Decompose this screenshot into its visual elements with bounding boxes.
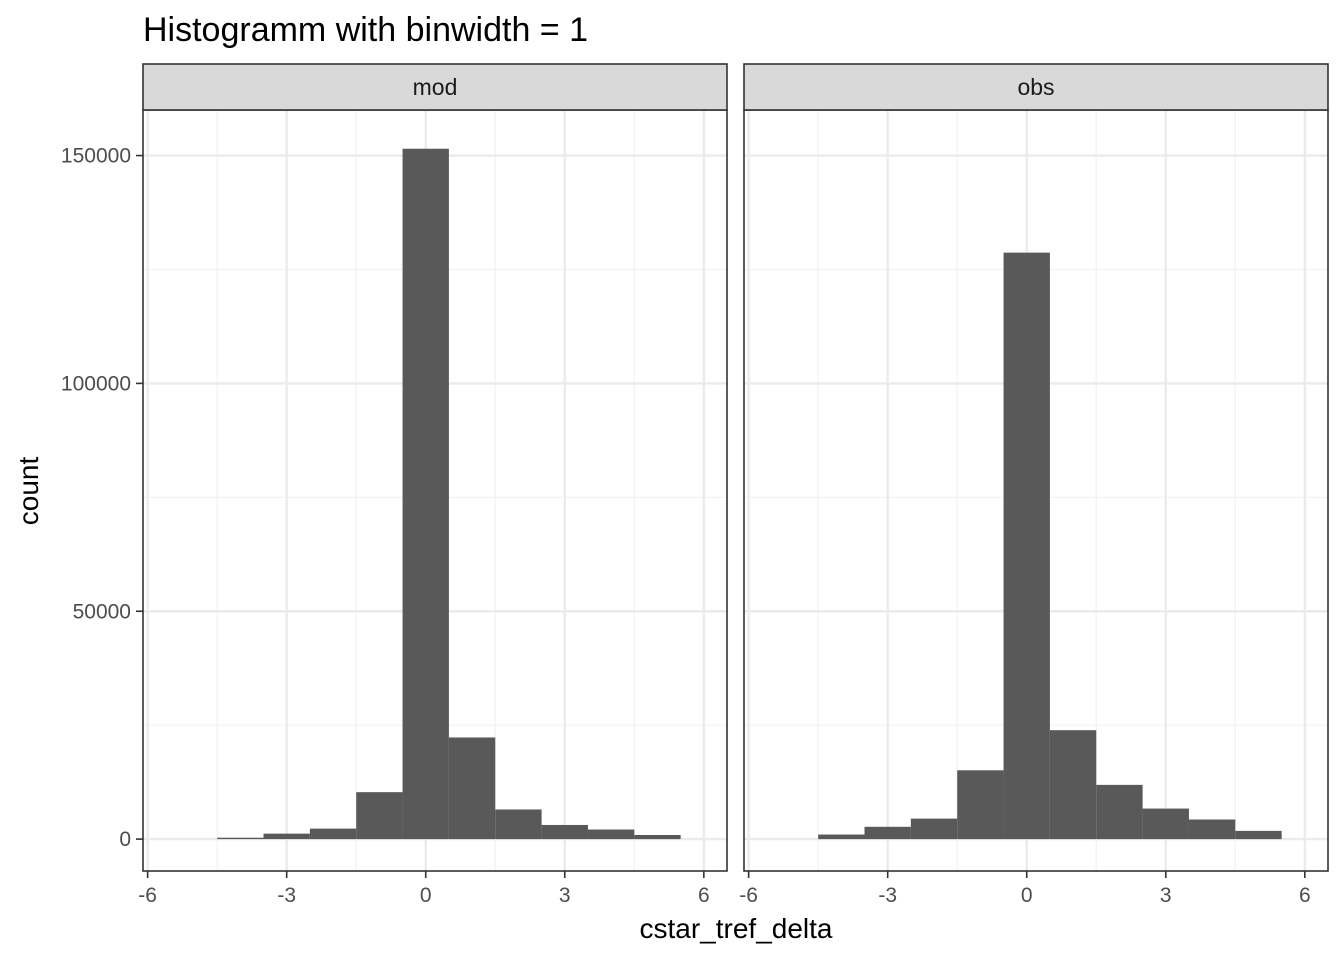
facet-strip-label: mod xyxy=(413,74,458,100)
histogram-bar xyxy=(402,148,449,840)
x-tick-label: -6 xyxy=(138,884,157,907)
x-tick-label: 6 xyxy=(1299,884,1311,907)
x-tick-label: 0 xyxy=(420,884,432,907)
x-tick-label: -3 xyxy=(277,884,296,907)
histogram-bar xyxy=(1049,730,1097,840)
histogram-bar xyxy=(263,833,310,840)
facet-strip xyxy=(743,63,1329,111)
histogram-bar xyxy=(356,792,403,840)
histogram-bar xyxy=(1235,830,1282,840)
x-tick-label: -3 xyxy=(878,884,897,907)
histogram-bar xyxy=(309,828,357,840)
histogram-bar xyxy=(957,770,1004,840)
histogram-bar xyxy=(1003,252,1050,840)
y-tick-label: 0 xyxy=(119,828,131,851)
y-tick-label: 150000 xyxy=(61,145,131,168)
histogram-bar xyxy=(634,835,681,840)
panel-obs: obs -6 -3 0 3 6 xyxy=(739,63,1329,907)
facet-strip-label: obs xyxy=(1017,74,1054,100)
x-tick-label: 3 xyxy=(559,884,571,907)
y-tick-label: 100000 xyxy=(61,372,131,395)
chart-title: Histogramm with binwidth = 1 xyxy=(143,11,588,49)
histogram-bar xyxy=(818,834,865,840)
panel-mod: mod -6 -3 0 3 6 xyxy=(138,63,728,907)
histogram-bar xyxy=(217,837,264,840)
histogram-bar xyxy=(448,737,496,840)
histogram-bar xyxy=(1188,819,1236,840)
x-tick-label: 3 xyxy=(1160,884,1172,907)
y-tick-label: 50000 xyxy=(73,600,131,623)
x-tick-label: -6 xyxy=(739,884,758,907)
histogram-bar xyxy=(1142,808,1189,840)
histogram-bar xyxy=(495,809,542,840)
histogram-bar xyxy=(864,826,911,840)
histogram-bar xyxy=(541,824,588,840)
y-axis: 0 50000 100000 150000 xyxy=(61,145,143,851)
histogram-bar xyxy=(587,829,635,840)
x-tick-label: 0 xyxy=(1021,884,1033,907)
facet-panels: mod -6 -3 0 3 6 obs -6 -3 0 3 6 xyxy=(138,63,1329,907)
x-tick-label: 6 xyxy=(698,884,710,907)
x-axis-title: cstar_tref_delta xyxy=(640,913,833,944)
histogram-bar xyxy=(910,818,958,840)
facet-strip xyxy=(142,63,728,111)
histogram-bar xyxy=(1096,784,1143,840)
y-axis-title: count xyxy=(13,457,44,526)
